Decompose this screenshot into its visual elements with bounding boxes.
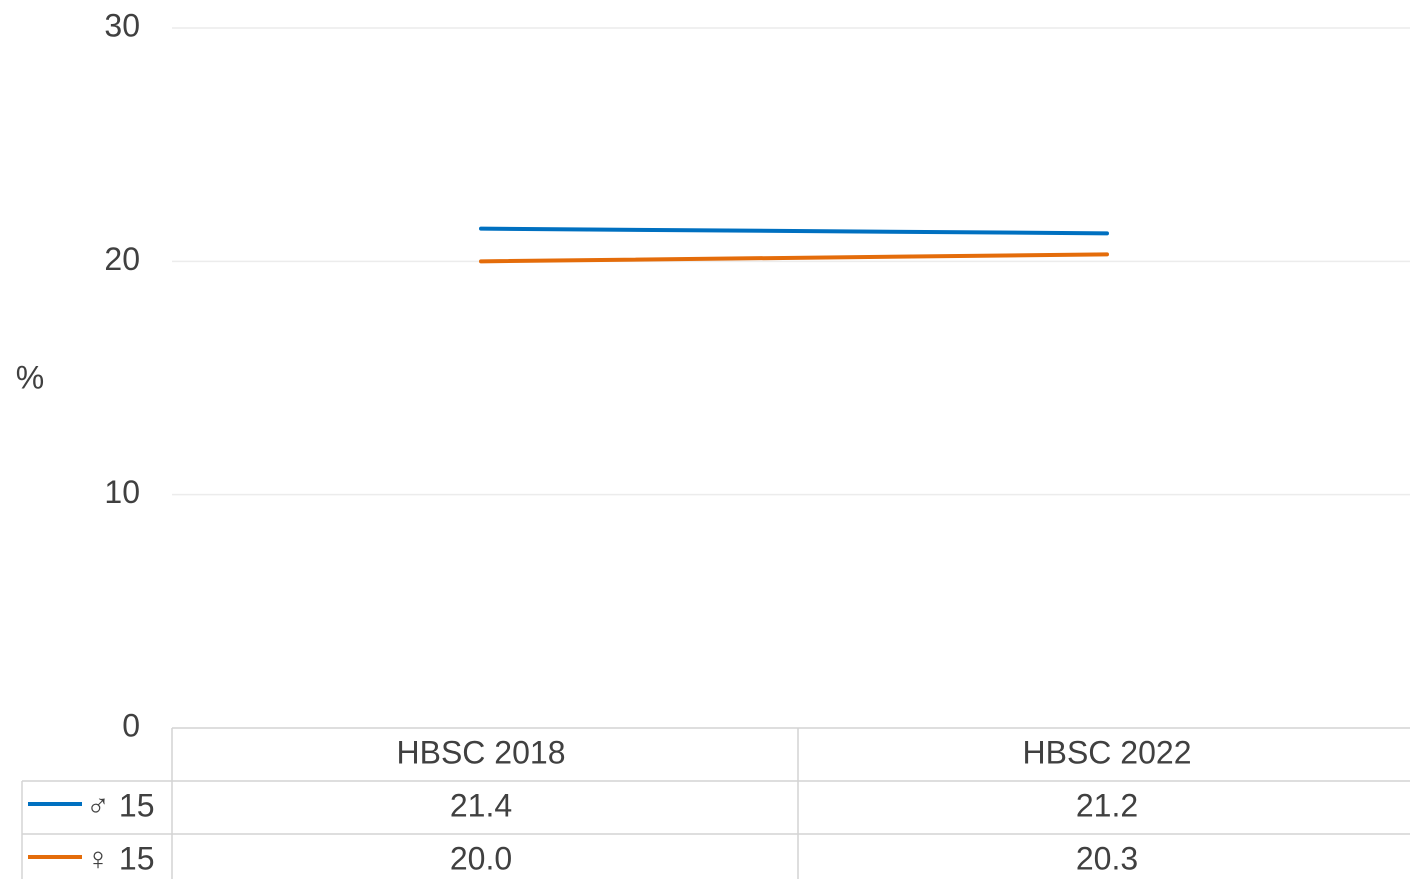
y-tick-label: 30 [104, 7, 140, 43]
y-tick-label: 10 [104, 474, 140, 510]
y-tick-label: 0 [122, 707, 140, 743]
table-value: 21.2 [1076, 787, 1138, 823]
legend-label: ♂ 15 [86, 787, 154, 823]
y-tick-label: 20 [104, 241, 140, 277]
y-axis-label: % [16, 359, 44, 395]
legend-label: ♀ 15 [86, 840, 154, 876]
x-tick-label: HBSC 2018 [397, 734, 566, 770]
x-tick-label: HBSC 2022 [1023, 734, 1192, 770]
table-value: 20.3 [1076, 840, 1138, 876]
table-value: 21.4 [450, 787, 512, 823]
series-line [479, 252, 1109, 264]
table-value: 20.0 [450, 840, 512, 876]
data-table [21, 728, 1410, 879]
series-line [479, 226, 1109, 236]
